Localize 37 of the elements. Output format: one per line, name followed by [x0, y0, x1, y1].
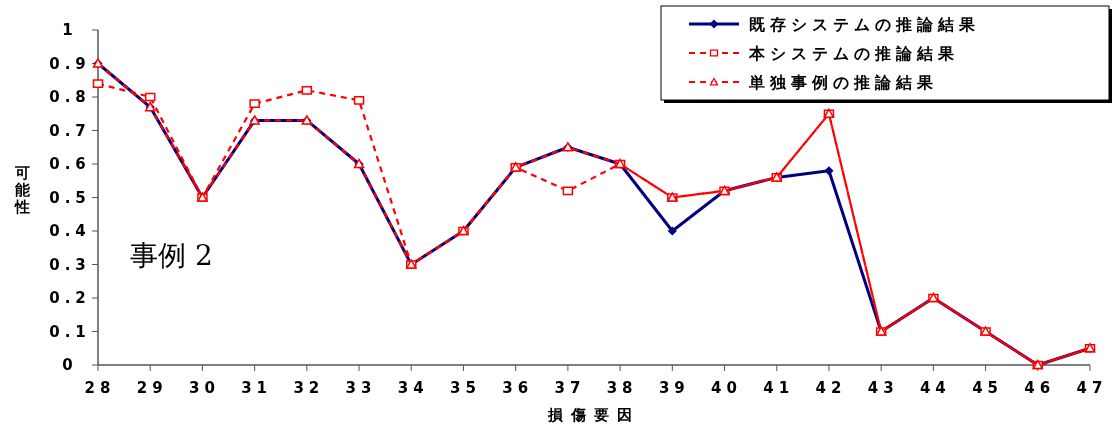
x-tick-label: 47: [1076, 379, 1108, 397]
y-tick-label: 1: [62, 21, 78, 40]
x-tick-label: 34: [397, 379, 429, 397]
annotation: 事例 2: [130, 239, 213, 272]
y-tick-label: 0.7: [49, 121, 91, 140]
x-tick-label: 41: [763, 379, 795, 397]
x-tick-label: 31: [241, 379, 273, 397]
x-tick-label: 32: [293, 379, 325, 397]
x-tick-label: 36: [502, 379, 534, 397]
y-tick-label: 0.6: [49, 155, 91, 174]
y-tick-label: 0.4: [49, 222, 91, 241]
x-tick-label: 33: [345, 379, 377, 397]
x-tick-label: 37: [554, 379, 586, 397]
x-tick-label: 44: [919, 379, 951, 397]
x-axis-title: 損傷要因: [547, 406, 640, 424]
y-tick-label: 0.9: [49, 54, 91, 73]
y-tick-label: 0.2: [49, 289, 91, 308]
y-tick-label: 0: [62, 356, 78, 375]
y-tick-label: 0.1: [49, 322, 91, 341]
x-tick-label: 43: [867, 379, 899, 397]
y-axis-title: 可能性: [13, 163, 31, 216]
x-tick-label: 40: [711, 379, 742, 397]
y-tick-label: 0.5: [49, 188, 91, 207]
x-tick-label: 30: [188, 379, 220, 397]
x-tick-label: 39: [658, 379, 690, 397]
x-tick-label: 45: [972, 379, 1004, 397]
legend-label: 既存システムの推論結果: [749, 14, 980, 34]
x-tick-label: 28: [84, 379, 116, 397]
x-tick-label: 35: [450, 379, 481, 397]
y-tick-label: 0.8: [49, 88, 91, 107]
legend-label: 本システムの推論結果: [748, 43, 959, 63]
x-tick-label: 29: [136, 379, 168, 397]
y-tick-label: 0.3: [49, 255, 91, 274]
x-tick-label: 46: [1024, 379, 1056, 397]
legend-label: 単独事例の推論結果: [748, 72, 938, 92]
x-tick-label: 42: [815, 379, 847, 397]
x-tick-label: 38: [606, 379, 638, 397]
